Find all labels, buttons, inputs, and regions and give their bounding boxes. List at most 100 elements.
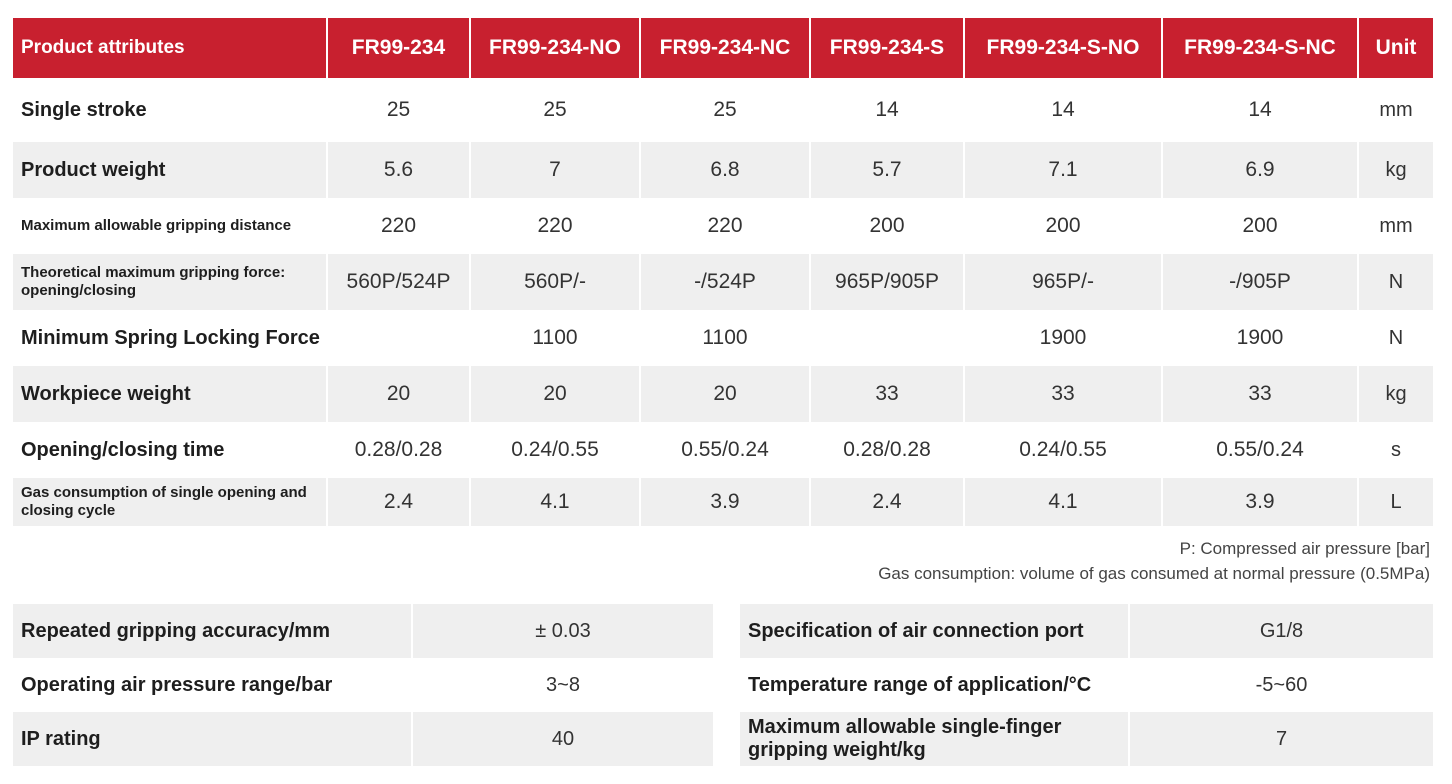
- cell-value: 220: [328, 198, 471, 254]
- cell-unit: mm: [1379, 98, 1413, 121]
- cell-value: 2.4: [811, 478, 965, 526]
- header-model-fr99-234-s-no: FR99-234-S-NO: [965, 18, 1163, 78]
- spec-label: Specification of air connection port: [740, 604, 1130, 658]
- cell-value: 200: [1163, 198, 1359, 254]
- spec-row: Temperature range of application/°C -5~6…: [740, 658, 1433, 712]
- cell-unit: kg: [1359, 142, 1433, 198]
- spec-row: Specification of air connection port G1/…: [740, 604, 1433, 658]
- cell-value: -/524P: [641, 254, 811, 310]
- spec-value: 7: [1130, 712, 1433, 766]
- cell-value: 4.1: [965, 478, 1163, 526]
- header-model-fr99-234-no: FR99-234-NO: [471, 18, 641, 78]
- cell-value: 0.28/0.28: [811, 422, 965, 478]
- row-attribute: Product weight: [13, 142, 328, 198]
- cell-value: 1900: [965, 310, 1163, 366]
- header-product-attributes: Product attributes: [13, 18, 328, 78]
- footnote-gas-consumption: Gas consumption: volume of gas consumed …: [878, 564, 1430, 583]
- right-spec-table: Specification of air connection port G1/…: [740, 604, 1433, 766]
- cell-value: 7.1: [965, 142, 1163, 198]
- row-attribute: Minimum Spring Locking Force: [13, 310, 328, 366]
- cell-value: 33: [811, 366, 965, 422]
- cell-unit: N: [1359, 254, 1433, 310]
- cell-value: 0.24/0.55: [965, 422, 1163, 478]
- table-row: Single stroke 25 25 25 14 14 14 mm: [13, 78, 1433, 142]
- row-attribute: Maximum allowable gripping distance: [13, 198, 328, 254]
- table-row: Minimum Spring Locking Force 1100 1100 1…: [13, 310, 1433, 366]
- cell-value: 3.9: [1163, 478, 1359, 526]
- cell-unit: mm: [1379, 214, 1413, 237]
- spec-row: Repeated gripping accuracy/mm ± 0.03: [13, 604, 713, 658]
- specification-table: Product attributes FR99-234 FR99-234-NO …: [13, 18, 1433, 526]
- row-attribute: Workpiece weight: [13, 366, 328, 422]
- cell-value: 4.1: [471, 478, 641, 526]
- spec-label: Operating air pressure range/bar: [13, 658, 413, 712]
- row-attribute: Gas consumption of single opening and cl…: [13, 478, 328, 526]
- cell-value: 560P/-: [471, 254, 641, 310]
- cell-value: 200: [811, 198, 965, 254]
- cell-value: -/905P: [1163, 254, 1359, 310]
- header-model-fr99-234-s: FR99-234-S: [811, 18, 965, 78]
- cell-unit: s: [1391, 438, 1401, 461]
- cell-value: 25: [641, 78, 811, 142]
- spec-value: 3~8: [546, 673, 580, 696]
- spec-label: Temperature range of application/°C: [740, 658, 1130, 712]
- cell-value: 20: [641, 366, 811, 422]
- spec-label: Repeated gripping accuracy/mm: [13, 604, 413, 658]
- spec-value: -5~60: [1255, 673, 1308, 696]
- cell-value: 33: [1163, 366, 1359, 422]
- row-attribute: Single stroke: [13, 78, 328, 142]
- cell-value: 14: [965, 78, 1163, 142]
- cell-value: 200: [965, 198, 1163, 254]
- cell-value: 20: [471, 366, 641, 422]
- cell-value: 25: [471, 78, 641, 142]
- cell-value: 3.9: [641, 478, 811, 526]
- cell-value: 1100: [471, 310, 641, 366]
- table-row: Maximum allowable gripping distance 220 …: [13, 198, 1433, 254]
- spec-label: IP rating: [13, 712, 413, 766]
- cell-value: 0.28/0.28: [328, 422, 471, 478]
- cell-value: 33: [965, 366, 1163, 422]
- table-row: Opening/closing time 0.28/0.28 0.24/0.55…: [13, 422, 1433, 478]
- header-model-fr99-234: FR99-234: [328, 18, 471, 78]
- cell-value: 6.9: [1163, 142, 1359, 198]
- spec-label: Maximum allowable single-finger gripping…: [740, 712, 1130, 766]
- cell-value: 0.55/0.24: [641, 422, 811, 478]
- cell-value: 25: [328, 78, 471, 142]
- cell-value: 14: [811, 78, 965, 142]
- cell-value: 6.8: [641, 142, 811, 198]
- spec-row: Operating air pressure range/bar 3~8: [13, 658, 713, 712]
- cell-value: 220: [641, 198, 811, 254]
- cell-value: 965P/905P: [811, 254, 965, 310]
- spec-value: G1/8: [1130, 604, 1433, 658]
- cell-value: 220: [471, 198, 641, 254]
- spec-value: ± 0.03: [413, 604, 713, 658]
- header-model-fr99-234-s-nc: FR99-234-S-NC: [1163, 18, 1359, 78]
- cell-value: 5.6: [328, 142, 471, 198]
- footnotes: P: Compressed air pressure [bar] Gas con…: [878, 536, 1430, 586]
- cell-unit: kg: [1359, 366, 1433, 422]
- cell-value: 5.7: [811, 142, 965, 198]
- footnote-pressure: P: Compressed air pressure [bar]: [1179, 539, 1430, 558]
- cell-unit: L: [1359, 478, 1433, 526]
- cell-value: 0.24/0.55: [471, 422, 641, 478]
- header-unit: Unit: [1359, 18, 1433, 78]
- row-attribute: Opening/closing time: [13, 422, 328, 478]
- header-model-fr99-234-nc: FR99-234-NC: [641, 18, 811, 78]
- table-header-row: Product attributes FR99-234 FR99-234-NO …: [13, 18, 1433, 78]
- cell-value: 560P/524P: [328, 254, 471, 310]
- cell-value: 1100: [641, 310, 811, 366]
- table-row: Workpiece weight 20 20 20 33 33 33 kg: [13, 366, 1433, 422]
- spec-row: IP rating 40: [13, 712, 713, 766]
- table-row: Theoretical maximum gripping force: open…: [13, 254, 1433, 310]
- cell-value: 0.55/0.24: [1163, 422, 1359, 478]
- cell-value: 7: [471, 142, 641, 198]
- cell-value: 2.4: [328, 478, 471, 526]
- cell-value: [811, 310, 965, 366]
- left-spec-table: Repeated gripping accuracy/mm ± 0.03 Ope…: [13, 604, 713, 766]
- cell-value: 14: [1163, 78, 1359, 142]
- cell-value: [328, 310, 471, 366]
- cell-unit: N: [1388, 326, 1404, 349]
- cell-value: 20: [328, 366, 471, 422]
- table-row: Product weight 5.6 7 6.8 5.7 7.1 6.9 kg: [13, 142, 1433, 198]
- spec-row: Maximum allowable single-finger gripping…: [740, 712, 1433, 766]
